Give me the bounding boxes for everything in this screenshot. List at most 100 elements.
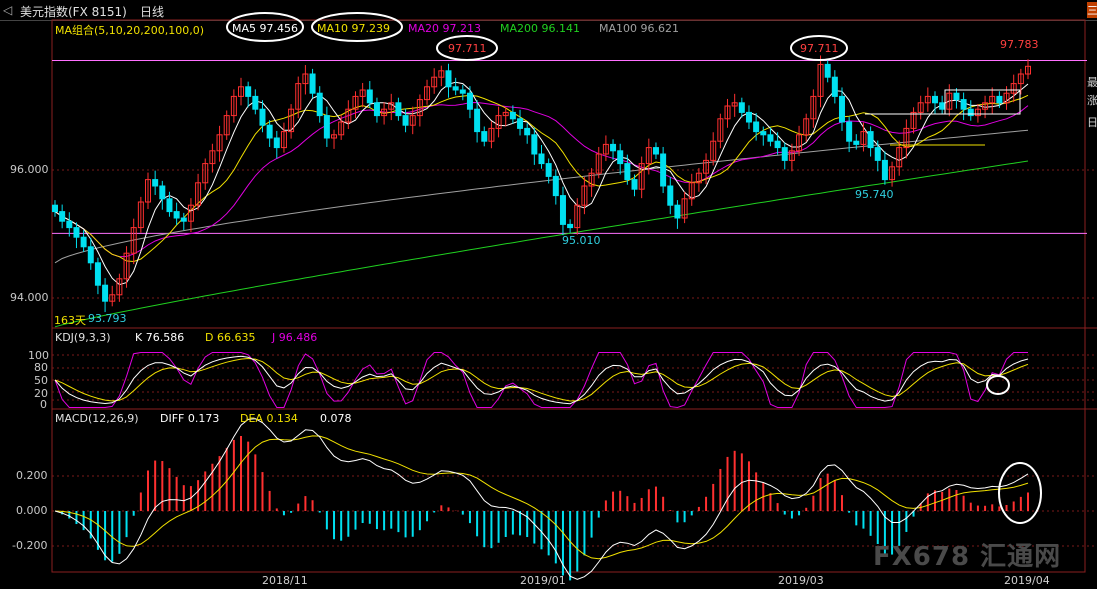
candle-body bbox=[152, 179, 159, 187]
candle-body bbox=[974, 108, 981, 117]
last-high-annotation: 97.783 bbox=[1000, 38, 1039, 51]
macd-hist-label: 0.078 bbox=[320, 412, 352, 425]
candle-body bbox=[753, 121, 760, 133]
candle-body bbox=[889, 166, 896, 181]
candle-body bbox=[745, 111, 752, 123]
date-label-2019-04: 2019/04 bbox=[1004, 574, 1050, 587]
candle-body bbox=[395, 102, 402, 117]
macd-axis-0.2: 0.200 bbox=[16, 469, 48, 482]
candle-body bbox=[796, 134, 803, 152]
candle-body bbox=[788, 150, 795, 161]
kdj-group-label[interactable]: KDJ(9,3,3) bbox=[55, 331, 111, 344]
candle-body bbox=[989, 95, 996, 104]
candle-body bbox=[488, 127, 495, 142]
candle-body bbox=[438, 70, 445, 78]
side-panel-fragment: 涨 bbox=[1087, 94, 1097, 107]
date-label-2018-11: 2018/11 bbox=[262, 574, 308, 587]
candle-body bbox=[681, 198, 688, 219]
macd-group-label[interactable]: MACD(12,26,9) bbox=[55, 412, 139, 425]
days-label: 163天 bbox=[54, 314, 86, 327]
ma20-line bbox=[54, 101, 1029, 258]
candle-body bbox=[781, 147, 788, 161]
collapse-icon[interactable]: ◁ bbox=[3, 3, 13, 17]
candle-body bbox=[66, 220, 73, 229]
candle-body bbox=[967, 108, 974, 117]
candle-body bbox=[960, 99, 967, 110]
date-label-2019-01: 2019/01 bbox=[520, 574, 566, 587]
candle-body bbox=[280, 131, 287, 149]
candle-body bbox=[617, 150, 624, 165]
candle-body bbox=[567, 223, 574, 229]
ma200-line bbox=[54, 160, 1029, 328]
ma100-label: MA100 96.621 bbox=[599, 22, 679, 35]
candle-body bbox=[474, 108, 481, 133]
watermark: FX678 汇通网 bbox=[873, 542, 1062, 572]
candle-body bbox=[896, 147, 903, 168]
candle-body bbox=[652, 147, 659, 155]
kdj-axis-80: 80 bbox=[34, 361, 48, 374]
candle-body bbox=[238, 86, 245, 97]
candle-body bbox=[502, 111, 509, 117]
side-panel-fragment: 三 bbox=[1087, 2, 1097, 18]
candle-body bbox=[409, 115, 416, 126]
macd-axis-0: 0.000 bbox=[16, 504, 48, 517]
candle-body bbox=[731, 102, 738, 107]
candle-body bbox=[931, 95, 938, 104]
instrument-title[interactable]: 美元指数(FX 8151) bbox=[20, 5, 127, 19]
candle-body bbox=[831, 76, 838, 97]
ma5-label: MA5 97.456 bbox=[232, 22, 298, 35]
candle-body bbox=[581, 185, 588, 206]
candle-body bbox=[288, 108, 295, 133]
date-label-2019-03: 2019/03 bbox=[778, 574, 824, 587]
candle-body bbox=[452, 86, 459, 91]
price-axis-94: 94.000 bbox=[10, 291, 49, 304]
candle-body bbox=[917, 102, 924, 113]
candle-body bbox=[459, 89, 466, 94]
candle-body bbox=[946, 92, 953, 110]
candle-body bbox=[674, 204, 681, 219]
candle-body bbox=[259, 108, 266, 126]
candle-body bbox=[359, 89, 366, 97]
ma10-label: MA10 97.239 bbox=[317, 22, 390, 35]
candle-body bbox=[724, 105, 731, 120]
candle-body bbox=[338, 121, 345, 136]
candle-body bbox=[166, 198, 173, 213]
candle-body bbox=[145, 179, 152, 203]
high-annotation-1: 97.711 bbox=[448, 42, 487, 55]
candle-body bbox=[345, 108, 352, 123]
candle-body bbox=[216, 134, 223, 152]
candle-body bbox=[588, 172, 595, 187]
candle-body bbox=[774, 140, 781, 149]
period-label[interactable]: 日线 bbox=[140, 5, 165, 19]
ma10-line bbox=[54, 94, 1029, 263]
candle-body bbox=[87, 246, 94, 264]
side-panel-fragment: 最 bbox=[1087, 76, 1097, 89]
panel-frame bbox=[51, 19, 1086, 573]
candle-body bbox=[402, 115, 409, 126]
candle-body bbox=[717, 118, 724, 142]
candle-body bbox=[688, 182, 695, 200]
candle-body bbox=[710, 140, 717, 161]
candle-body bbox=[273, 137, 280, 149]
candle-body bbox=[509, 111, 516, 120]
highlight-ellipse bbox=[436, 35, 498, 61]
kdj-axis-50: 50 bbox=[34, 374, 48, 387]
candle-body bbox=[838, 95, 845, 123]
candle-body bbox=[645, 147, 652, 165]
candle-body bbox=[323, 115, 330, 139]
candle-body bbox=[939, 102, 946, 110]
candle-body bbox=[982, 102, 989, 110]
candle-body bbox=[52, 204, 58, 213]
ma-group-label[interactable]: MA组合(5,10,20,200,100,0) bbox=[55, 24, 205, 37]
candle-body bbox=[180, 217, 187, 222]
candle-body bbox=[388, 102, 395, 110]
candle-body bbox=[173, 211, 180, 219]
candle-body bbox=[824, 63, 831, 78]
candle-body bbox=[853, 140, 860, 145]
candle-body bbox=[481, 131, 488, 142]
candle-body bbox=[80, 236, 87, 248]
candle-body bbox=[1010, 83, 1017, 94]
candle-body bbox=[266, 124, 273, 139]
candle-body bbox=[373, 102, 380, 117]
